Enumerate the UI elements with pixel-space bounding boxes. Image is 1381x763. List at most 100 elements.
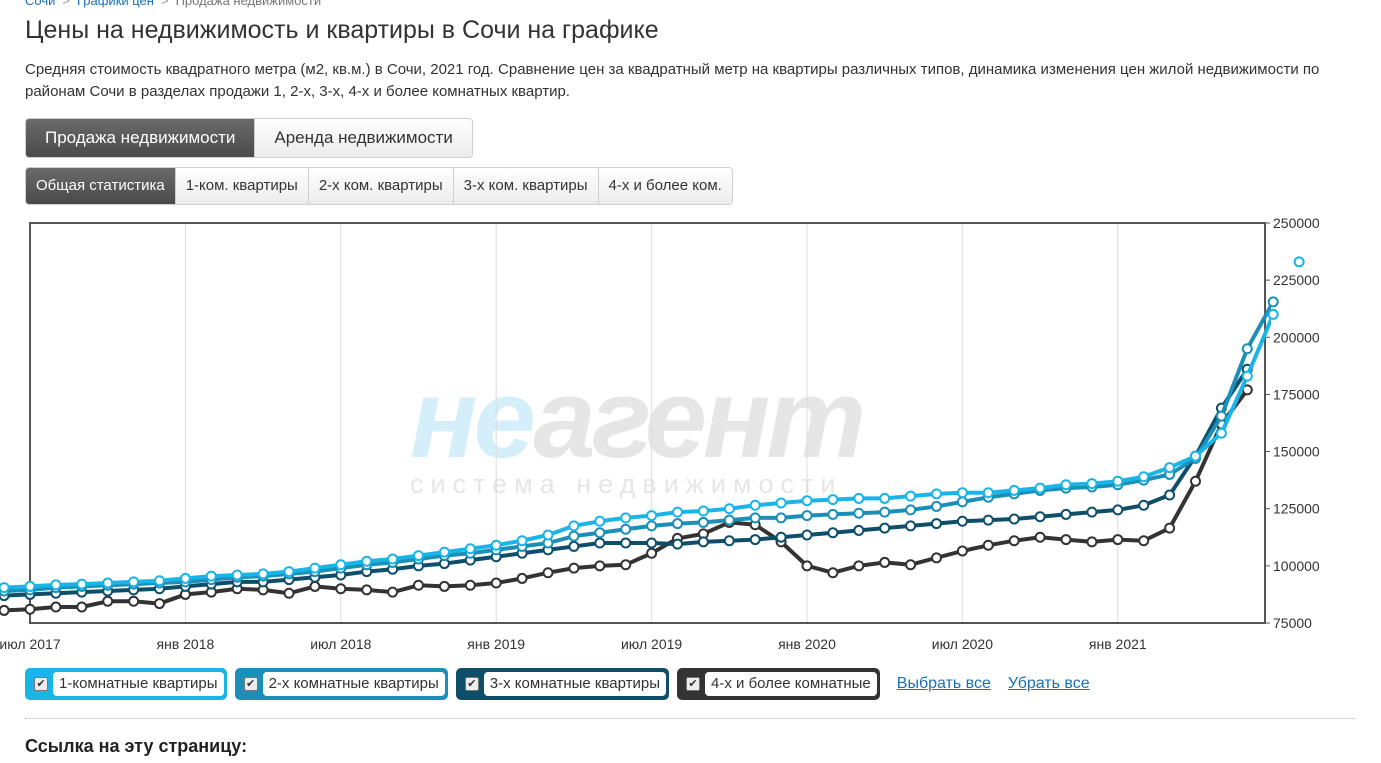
data-point bbox=[853, 507, 865, 519]
data-point bbox=[335, 559, 347, 571]
tab-3-room[interactable]: 3-х ком. квартиры bbox=[452, 168, 598, 204]
checkbox-icon[interactable]: ✔ bbox=[464, 677, 479, 691]
data-point bbox=[309, 562, 321, 574]
sub-tabs: Общая статистика 1-ком. квартиры 2-х ком… bbox=[25, 167, 733, 205]
data-point bbox=[801, 529, 813, 541]
select-all-link[interactable]: Выбрать все bbox=[896, 675, 991, 692]
data-point bbox=[490, 539, 502, 551]
data-point bbox=[464, 543, 476, 555]
data-point bbox=[1112, 504, 1124, 516]
legend-item-1-room[interactable]: ✔ 1-комнатные квартиры bbox=[25, 668, 227, 700]
data-point bbox=[931, 518, 942, 530]
data-point bbox=[1293, 256, 1305, 268]
y-tick-label: 75000 bbox=[1273, 615, 1312, 631]
y-tick-label: 100000 bbox=[1273, 558, 1320, 574]
tab-overall-stats[interactable]: Общая статистика bbox=[26, 168, 175, 204]
data-point bbox=[749, 499, 761, 511]
data-point bbox=[1060, 508, 1072, 520]
tab-1-room[interactable]: 1-ком. квартиры bbox=[174, 168, 308, 204]
data-point bbox=[568, 520, 580, 532]
tab-2-room[interactable]: 2-х ком. квартиры bbox=[307, 168, 453, 204]
data-point bbox=[1112, 475, 1124, 487]
x-tick-label: июл 2019 bbox=[621, 636, 682, 650]
data-point bbox=[24, 603, 36, 615]
legend-item-2-room[interactable]: ✔ 2-х комнатные квартиры bbox=[234, 668, 448, 700]
data-point bbox=[853, 560, 865, 572]
y-axis: 75000 100000 125000 150000 175000 200000 22500… bbox=[1265, 215, 1320, 631]
data-point bbox=[853, 492, 865, 504]
x-tick-label: июл 2017 bbox=[0, 636, 61, 650]
chart-frame bbox=[29, 222, 1266, 624]
checkbox-icon[interactable]: ✔ bbox=[686, 677, 701, 691]
data-point bbox=[387, 586, 399, 598]
data-point bbox=[672, 538, 683, 550]
y-tick-label: 225000 bbox=[1273, 272, 1320, 288]
data-point bbox=[1138, 535, 1150, 547]
data-point bbox=[1138, 471, 1150, 483]
y-tick-label: 200000 bbox=[1273, 329, 1320, 345]
x-axis: июл 2017 янв 2018 июл 2018 янв 2019 июл 2019… bbox=[0, 636, 1147, 652]
data-point bbox=[1034, 511, 1046, 523]
checkbox-icon[interactable]: ✔ bbox=[243, 677, 258, 691]
data-point bbox=[1267, 296, 1279, 308]
data-point bbox=[24, 580, 36, 592]
data-point bbox=[697, 505, 709, 517]
data-point bbox=[749, 512, 761, 524]
x-tick-label: июл 2018 bbox=[310, 636, 371, 650]
data-point bbox=[801, 495, 813, 507]
data-point bbox=[905, 504, 917, 516]
watermark-logo-part1: не bbox=[410, 356, 534, 481]
data-point bbox=[931, 488, 942, 500]
data-point bbox=[542, 567, 554, 579]
data-point bbox=[620, 512, 632, 524]
watermark-logo: неагент система недвижимости bbox=[410, 356, 866, 499]
data-point bbox=[568, 530, 580, 542]
watermark-logo-part2: агент bbox=[533, 356, 862, 481]
chart-series bbox=[0, 256, 1305, 616]
data-point bbox=[50, 579, 62, 591]
legend-label: 4-х и более комнатные bbox=[705, 672, 877, 696]
page-link-heading: Ссылка на эту страницу: bbox=[25, 736, 248, 756]
legend-item-3-room[interactable]: ✔ 3-х комнатные квартиры bbox=[455, 668, 670, 700]
data-point bbox=[154, 575, 165, 587]
data-point bbox=[1086, 478, 1098, 490]
data-point bbox=[853, 524, 865, 536]
data-point bbox=[879, 492, 891, 504]
data-point bbox=[931, 500, 942, 512]
data-point bbox=[1060, 534, 1072, 546]
chart-grid bbox=[29, 223, 1119, 623]
data-point bbox=[594, 537, 606, 549]
tab-sale[interactable]: Продажа недвижимости bbox=[26, 119, 255, 157]
breadcrumb-link-city[interactable]: Сочи bbox=[25, 0, 56, 8]
chevron-right-icon: > bbox=[160, 0, 169, 8]
data-point bbox=[1241, 343, 1253, 355]
data-point bbox=[827, 508, 839, 520]
legend-item-4-plus-room[interactable]: ✔ 4-х и более комнатные bbox=[677, 668, 880, 700]
data-point bbox=[1164, 489, 1176, 501]
deselect-all-link[interactable]: Убрать все bbox=[1007, 675, 1090, 692]
data-point bbox=[723, 514, 735, 526]
data-point bbox=[801, 510, 813, 522]
tab-4-plus-room[interactable]: 4-х и более ком. bbox=[597, 168, 732, 204]
tab-rent[interactable]: Аренда недвижимости bbox=[254, 119, 471, 157]
data-point bbox=[1190, 450, 1201, 462]
checkbox-icon[interactable]: ✔ bbox=[34, 677, 48, 691]
plot-border bbox=[29, 222, 1266, 624]
data-point bbox=[672, 506, 683, 518]
data-point bbox=[1215, 410, 1227, 422]
x-tick-label: янв 2021 bbox=[1089, 636, 1147, 650]
data-point bbox=[231, 569, 243, 581]
page-title: Цены на недвижимость и квартиры в Сочи н… bbox=[25, 16, 659, 44]
data-point bbox=[1034, 482, 1046, 494]
data-point bbox=[413, 579, 424, 591]
svg-text:неагент: неагент bbox=[410, 356, 862, 481]
data-point bbox=[982, 514, 994, 526]
data-point bbox=[128, 595, 140, 607]
x-tick-label: янв 2018 bbox=[157, 636, 215, 650]
data-point bbox=[413, 550, 424, 562]
breadcrumb-link-charts[interactable]: Графики цен bbox=[76, 0, 154, 8]
data-point bbox=[827, 567, 839, 579]
data-point bbox=[775, 497, 787, 509]
data-point bbox=[50, 601, 62, 613]
data-point bbox=[723, 535, 735, 547]
